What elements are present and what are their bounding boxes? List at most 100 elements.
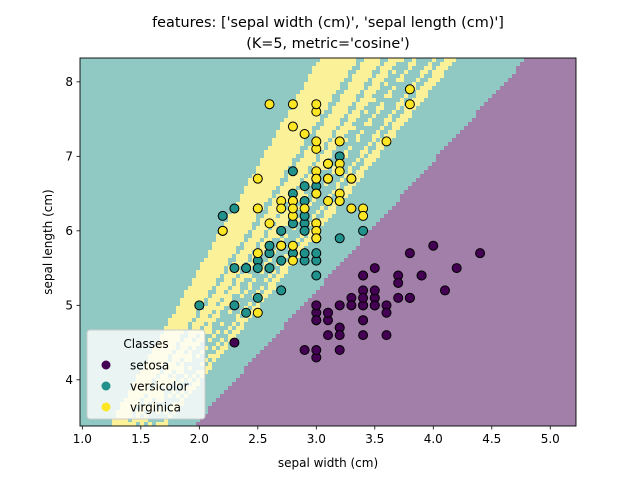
region-cell (368, 182, 373, 187)
region-cell (156, 202, 161, 207)
region-cell (396, 66, 401, 71)
region-cell (216, 166, 221, 171)
region-cell (396, 202, 401, 207)
region-cell (400, 70, 405, 75)
region-cell (420, 170, 425, 175)
region-cell (236, 138, 241, 143)
region-cell (160, 94, 165, 99)
region-cell (484, 110, 489, 115)
region-cell (488, 118, 493, 123)
region-cell (544, 138, 549, 143)
region-cell (360, 74, 365, 79)
region-cell (480, 62, 485, 67)
region-cell (464, 98, 469, 103)
region-cell (116, 214, 121, 219)
region-cell (500, 174, 505, 179)
region-cell (416, 214, 421, 219)
region-cell (304, 90, 309, 95)
region-cell (320, 162, 325, 167)
region-cell (500, 74, 505, 79)
region-cell (156, 158, 161, 163)
region-cell (404, 178, 409, 183)
region-cell (432, 194, 437, 199)
region-cell (528, 62, 533, 67)
region-cell (272, 122, 277, 127)
region-cell (276, 194, 281, 199)
region-cell (424, 82, 429, 87)
region-cell (544, 186, 549, 191)
region-cell (516, 122, 521, 127)
region-cell (232, 70, 237, 75)
region-cell (404, 214, 409, 219)
region-cell (348, 86, 353, 91)
region-cell (492, 126, 497, 131)
region-cell (152, 98, 157, 103)
region-cell (184, 90, 189, 95)
region-cell (164, 166, 169, 171)
region-cell (276, 122, 281, 127)
region-cell (100, 110, 105, 115)
region-cell (312, 158, 317, 163)
region-cell (508, 94, 513, 99)
region-cell (108, 170, 113, 175)
region-cell (136, 130, 141, 135)
region-cell (552, 122, 557, 127)
region-cell (388, 122, 393, 127)
region-cell (248, 78, 253, 83)
region-cell (204, 70, 209, 75)
region-cell (108, 202, 113, 207)
region-cell (284, 142, 289, 147)
region-cell (144, 214, 149, 219)
region-cell (396, 78, 401, 83)
region-cell (532, 150, 537, 155)
region-cell (252, 74, 257, 79)
region-cell (360, 166, 365, 171)
region-cell (408, 118, 413, 123)
region-cell (120, 218, 125, 223)
region-cell (228, 130, 233, 135)
region-cell (452, 182, 457, 187)
region-cell (160, 198, 165, 203)
region-cell (196, 202, 201, 207)
region-cell (556, 70, 561, 75)
region-cell (356, 158, 361, 163)
region-cell (320, 166, 325, 171)
region-cell (392, 138, 397, 143)
region-cell (256, 122, 261, 127)
region-cell (556, 154, 561, 159)
region-cell (432, 102, 437, 107)
region-cell (448, 78, 453, 83)
region-cell (220, 178, 225, 183)
region-cell (564, 158, 569, 163)
region-cell (80, 110, 85, 115)
region-cell (148, 114, 153, 119)
region-cell (212, 146, 217, 151)
region-cell (384, 130, 389, 135)
region-cell (152, 186, 157, 191)
region-cell (528, 102, 533, 107)
region-cell (216, 94, 221, 99)
region-cell (432, 66, 437, 71)
region-cell (248, 102, 253, 107)
region-cell (280, 78, 285, 83)
region-cell (424, 102, 429, 107)
region-cell (320, 102, 325, 107)
region-cell (360, 110, 365, 115)
region-cell (416, 202, 421, 207)
region-cell (300, 154, 305, 159)
region-cell (552, 210, 557, 215)
region-cell (324, 114, 329, 119)
region-cell (276, 170, 281, 175)
region-cell (252, 78, 257, 83)
region-cell (348, 94, 353, 99)
region-cell (528, 106, 533, 111)
region-cell (540, 62, 545, 67)
region-cell (108, 142, 113, 147)
region-cell (276, 134, 281, 139)
region-cell (204, 178, 209, 183)
region-cell (88, 90, 93, 95)
region-cell (124, 102, 129, 107)
region-cell (548, 118, 553, 123)
region-cell (124, 82, 129, 87)
region-cell (388, 106, 393, 111)
